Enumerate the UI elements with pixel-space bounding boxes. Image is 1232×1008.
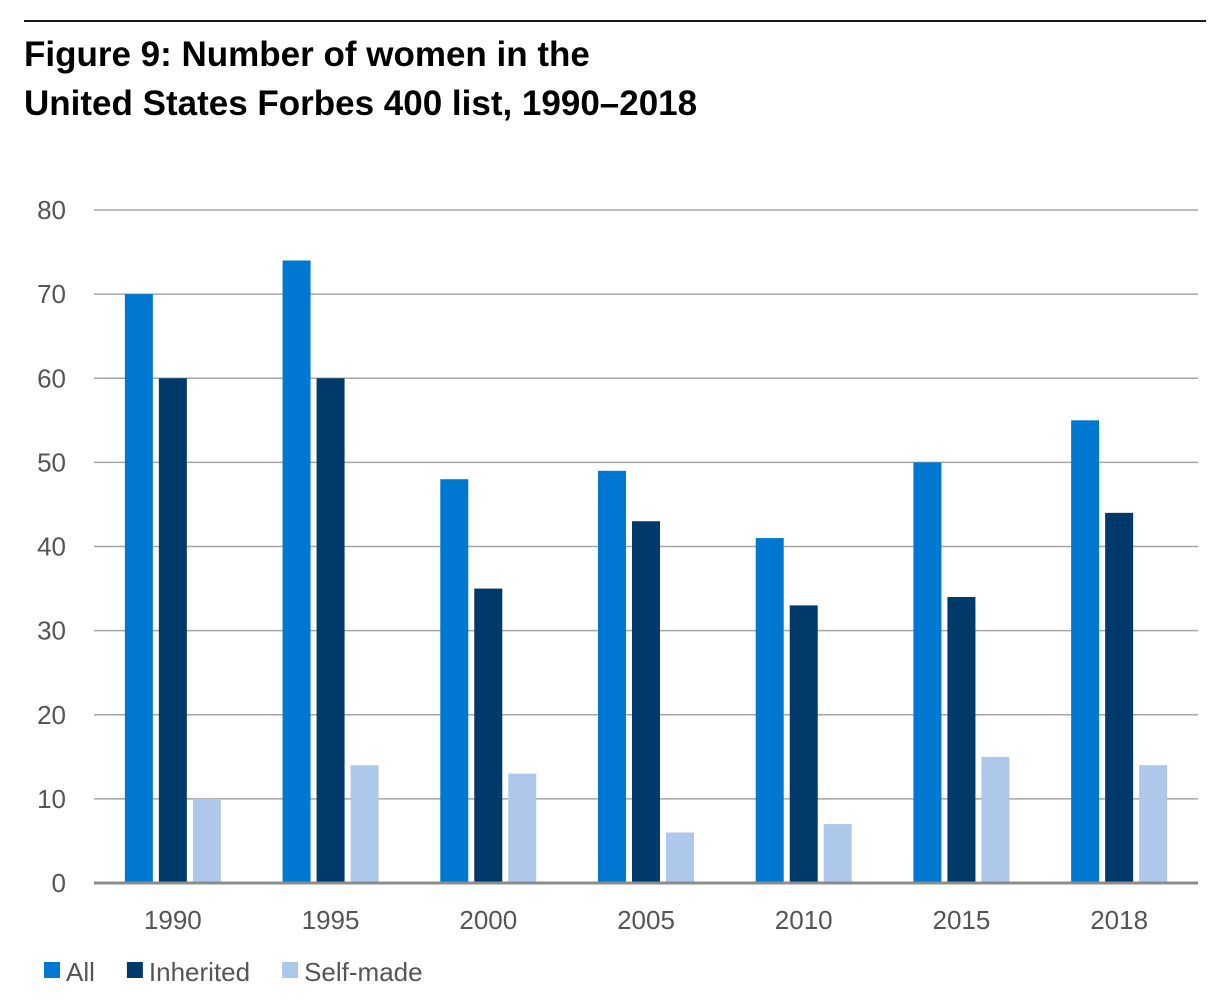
y-tick-label: 10 [37, 784, 66, 814]
bar-self-made-2015 [981, 756, 1010, 883]
y-tick-label: 70 [37, 279, 66, 309]
bar-inherited-2010 [789, 605, 818, 883]
y-tick-label: 40 [37, 532, 66, 562]
y-tick-label: 20 [37, 700, 66, 730]
chart-title-line-2: United States Forbes 400 list, 1990–2018 [24, 84, 698, 123]
bar-inherited-2018 [1105, 512, 1134, 883]
bar-inherited-1990 [158, 378, 187, 883]
x-tick-label: 2010 [775, 905, 833, 935]
bar-self-made-1995 [350, 765, 379, 883]
bar-self-made-2005 [666, 832, 694, 883]
bar-self-made-2000 [508, 773, 537, 883]
legend-swatch-inherited [126, 962, 143, 978]
bar-inherited-2005 [632, 521, 660, 883]
bar-self-made-2010 [823, 824, 852, 883]
chart-title-line-1: Figure 9: Number of women in the [24, 35, 590, 74]
x-tick-label: 2015 [933, 905, 991, 935]
legend-label-self-made: Self-made [304, 957, 423, 987]
legend: All Inherited Self-made [44, 957, 423, 987]
title-rule [24, 20, 1206, 22]
bar-all-2010 [755, 538, 784, 883]
bar-inherited-1995 [316, 378, 345, 883]
bar-all-2018 [1071, 420, 1100, 883]
legend-label-inherited: Inherited [149, 957, 250, 987]
y-tick-label: 50 [37, 447, 66, 477]
chart-title: Figure 9: Number of women in the United … [24, 30, 1174, 128]
bar-inherited-2000 [474, 588, 503, 883]
y-tick-label: 80 [37, 195, 66, 225]
x-tick-label: 2005 [617, 905, 675, 935]
x-tick-label: 2018 [1090, 905, 1148, 935]
bar-all-2005 [598, 470, 626, 883]
x-axis-ticks: 1990 1995 2000 2005 2010 2015 2018 [144, 905, 1148, 935]
bars [124, 260, 1168, 884]
y-tick-label: 30 [37, 616, 66, 646]
x-tick-label: 2000 [459, 905, 517, 935]
legend-swatch-all [44, 962, 60, 978]
y-axis-ticks: 0 10 20 30 40 50 60 70 80 [37, 195, 66, 898]
bar-all-1990 [124, 294, 153, 883]
legend-swatch-self-made [282, 962, 299, 978]
bar-self-made-2018 [1139, 765, 1168, 883]
bar-all-2015 [913, 462, 942, 883]
legend-label-all: All [66, 957, 95, 987]
bar-all-2000 [440, 479, 469, 883]
x-tick-label: 1995 [302, 905, 360, 935]
bar-all-1995 [282, 260, 311, 884]
bar-inherited-2015 [947, 596, 976, 883]
y-tick-label: 0 [52, 868, 66, 898]
y-tick-label: 60 [37, 363, 66, 393]
x-tick-label: 1990 [144, 905, 202, 935]
bar-self-made-1990 [192, 798, 221, 883]
